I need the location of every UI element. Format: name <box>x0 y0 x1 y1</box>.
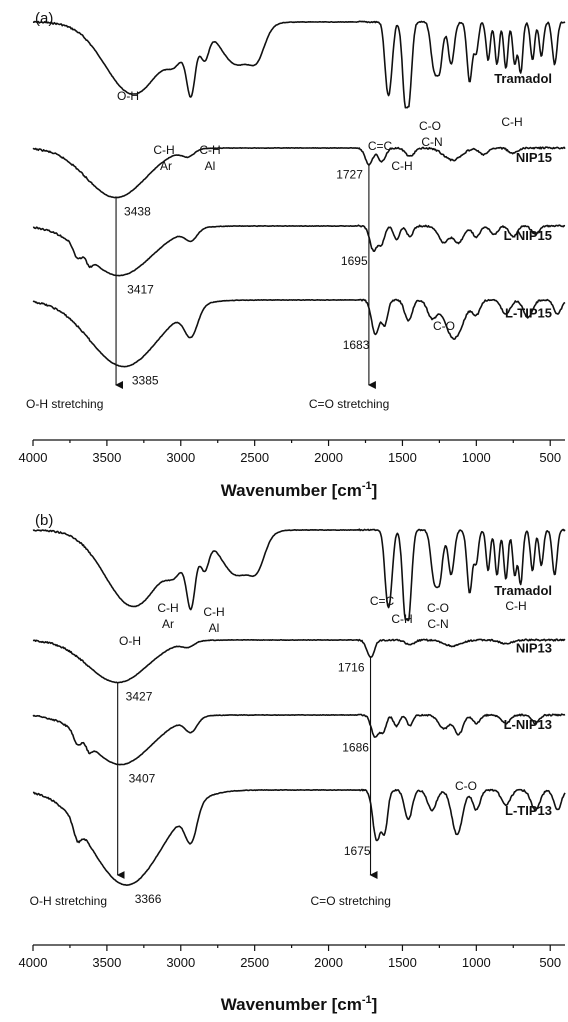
band-label: Ar <box>160 159 172 173</box>
spectrum-line-tramadol <box>32 528 566 622</box>
series-label: NIP13 <box>516 641 552 656</box>
band-label: O-H <box>117 89 139 103</box>
arrow-label: O-H stretching <box>30 894 107 908</box>
panel-label: (a) <box>35 10 53 27</box>
x-tick-label: 500 <box>539 450 561 465</box>
series-label: L-NIP15 <box>504 228 552 243</box>
band-label: Al <box>209 621 220 635</box>
band-label: C-H <box>157 601 178 615</box>
band-label: C-H <box>203 605 224 619</box>
x-axis-title: Wavenumber [cm-1] <box>221 480 378 500</box>
x-tick-label: 2500 <box>240 450 269 465</box>
band-label: C-O <box>433 319 455 333</box>
band-label: C-H <box>505 599 526 613</box>
spectrum-line-l-tip13 <box>32 788 566 886</box>
band-label: C=C <box>368 139 393 153</box>
spectrum-line-nip13 <box>32 638 566 684</box>
series-label: L-TIP13 <box>505 803 552 818</box>
x-tick-label: 3000 <box>166 450 195 465</box>
x-tick-label: 2500 <box>240 955 269 970</box>
series-label: Tramadol <box>494 583 552 598</box>
x-tick-label: 1000 <box>462 955 491 970</box>
x-tick-label: 3000 <box>166 955 195 970</box>
band-label: C-H <box>153 143 174 157</box>
spectrum-line-tramadol <box>32 20 566 109</box>
arrow-label: O-H stretching <box>26 397 103 411</box>
spectrum-line-l-tip15 <box>32 298 566 368</box>
x-tick-label: 3500 <box>92 955 121 970</box>
peak-label: 1727 <box>336 168 363 182</box>
band-label: C-N <box>421 135 442 149</box>
peak-label: 1683 <box>343 338 370 352</box>
band-label: C-H <box>391 159 412 173</box>
series-label: L-NIP13 <box>504 717 552 732</box>
band-label: C-O <box>427 601 449 615</box>
peak-label: 1675 <box>344 844 371 858</box>
x-tick-label: 3500 <box>92 450 121 465</box>
band-label: O-H <box>119 634 141 648</box>
band-label: C-H <box>391 612 412 626</box>
peak-label: 1686 <box>342 740 369 754</box>
peak-label: 3417 <box>127 283 154 297</box>
band-label: Ar <box>162 617 174 631</box>
peak-label: 3407 <box>129 772 156 786</box>
x-tick-label: 500 <box>539 955 561 970</box>
peak-label: 3438 <box>124 205 151 219</box>
spectrum-line-l-nip15 <box>32 224 566 277</box>
arrow-label: C=O stretching <box>311 894 391 908</box>
x-tick-label: 4000 <box>19 450 48 465</box>
peak-label: 3385 <box>132 374 159 388</box>
peak-label: 3427 <box>126 690 153 704</box>
band-label: C-H <box>199 143 220 157</box>
spectrum-line-l-nip13 <box>32 713 566 766</box>
band-label: C-O <box>455 779 477 793</box>
band-label: C-O <box>419 119 441 133</box>
panel-a: 4000 3500 3000 2500 2000 1500 1000 500 Wavenumbe… <box>19 10 566 500</box>
x-tick-label: 4000 <box>19 955 48 970</box>
panel-label: (b) <box>35 512 53 529</box>
band-label: C-N <box>427 617 448 631</box>
x-tick-label: 2000 <box>314 450 343 465</box>
x-tick-label: 1500 <box>388 450 417 465</box>
peak-label: 1695 <box>341 254 368 268</box>
peak-label: 3366 <box>135 892 162 906</box>
series-label: NIP15 <box>516 150 552 165</box>
x-tick-label: 2000 <box>314 955 343 970</box>
band-label: Al <box>205 159 216 173</box>
spectrum-line-nip15 <box>32 146 566 199</box>
peak-label: 1716 <box>338 661 365 675</box>
series-label: Tramadol <box>494 71 552 86</box>
series-label: L-TIP15 <box>505 306 552 321</box>
x-axis-title: Wavenumber [cm-1] <box>221 994 378 1014</box>
band-label: C=C <box>370 594 395 608</box>
arrow-label: C=O stretching <box>309 397 389 411</box>
x-tick-label: 1000 <box>462 450 491 465</box>
band-label: C-H <box>501 115 522 129</box>
panel-b: 4000 3500 3000 2500 2000 1500 1000 500 Wavenumbe… <box>19 512 566 1014</box>
x-tick-label: 1500 <box>388 955 417 970</box>
